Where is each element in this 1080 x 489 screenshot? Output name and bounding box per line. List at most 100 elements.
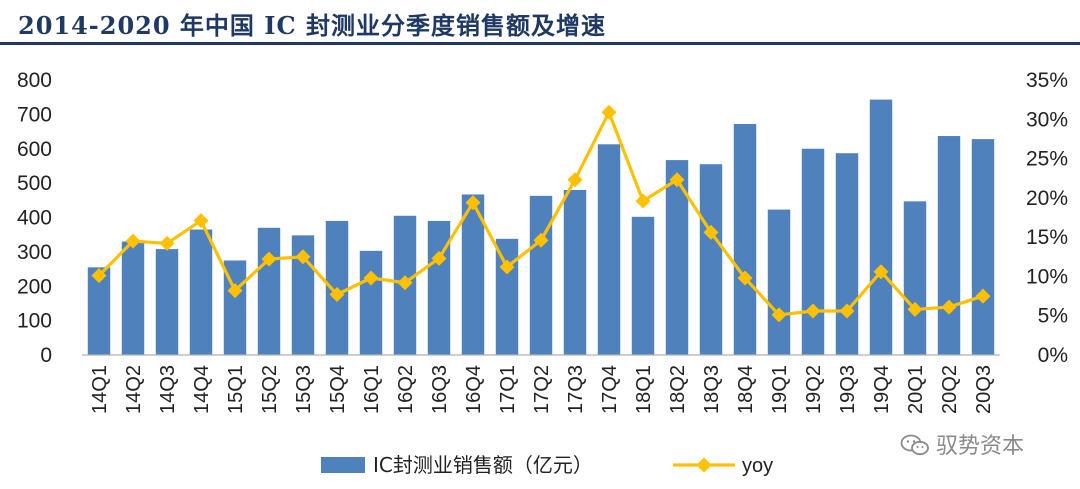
- x-tick-label: 17Q4: [599, 365, 621, 414]
- bar-16Q4: [461, 194, 485, 355]
- yoy-point-18Q1: [635, 193, 651, 209]
- bar-16Q3: [427, 220, 451, 355]
- legend-line-label: yoy: [742, 455, 773, 477]
- left-tick-label: 700: [17, 103, 52, 126]
- bar-15Q2: [257, 227, 281, 355]
- yoy-point-20Q2: [941, 299, 957, 315]
- yoy-point-16Q4: [465, 195, 481, 211]
- bar-19Q4: [869, 99, 893, 355]
- x-tick-label: 14Q1: [89, 365, 111, 414]
- yoy-point-18Q4: [737, 270, 753, 286]
- yoy-point-15Q3: [295, 249, 311, 265]
- left-tick-label: 400: [17, 207, 52, 230]
- left-tick-label: 300: [17, 241, 52, 264]
- bar-14Q4: [189, 229, 213, 355]
- x-tick-label: 14Q2: [123, 365, 145, 414]
- x-tick-label: 18Q1: [633, 365, 655, 414]
- x-tick-label: 16Q4: [463, 365, 485, 414]
- bar-14Q1: [87, 267, 111, 355]
- legend-bar-swatch: [321, 457, 365, 473]
- yoy-point-15Q4: [329, 287, 345, 302]
- yoy-point-17Q2: [533, 232, 549, 248]
- x-tick-label: 19Q1: [769, 365, 791, 414]
- bar-series: [87, 99, 995, 355]
- legend-bar-label: IC封测业销售额（亿元）: [373, 453, 593, 477]
- yoy-point-17Q3: [567, 172, 583, 188]
- x-tick-label: 18Q4: [735, 365, 757, 414]
- x-tick-label: 18Q3: [701, 365, 723, 414]
- right-axis: 0% 5% 10% 15% 20% 25% 30% 35%: [1026, 69, 1068, 367]
- bar-18Q2: [665, 160, 689, 355]
- x-tick-label: 20Q3: [973, 365, 995, 414]
- bar-14Q2: [121, 241, 145, 355]
- x-tick-label: 20Q2: [939, 365, 961, 414]
- x-tick-label: 20Q1: [905, 365, 927, 414]
- chart-title: 2014-2020 年中国 IC 封测业分季度销售额及增速: [18, 11, 606, 40]
- yoy-point-18Q2: [669, 172, 685, 188]
- yoy-point-15Q1: [227, 283, 243, 299]
- bar-16Q1: [359, 250, 383, 355]
- bar-18Q4: [733, 124, 757, 355]
- right-tick-label: 10%: [1026, 265, 1068, 288]
- bar-14Q3: [155, 249, 179, 355]
- right-tick-label: 15%: [1026, 226, 1068, 249]
- bar-19Q3: [835, 153, 859, 355]
- bar-17Q4: [597, 144, 621, 355]
- right-tick-label: 0%: [1038, 344, 1068, 367]
- yoy-point-18Q3: [703, 224, 719, 240]
- bar-18Q3: [699, 164, 723, 355]
- yoy-point-14Q3: [159, 235, 175, 251]
- left-tick-label: 500: [17, 172, 52, 195]
- x-axis: 14Q1 14Q2 14Q3 14Q4 15Q1 15Q2 15Q3 15Q4 16Q1 16Q2…: [82, 354, 1000, 414]
- title-underline: [0, 42, 1080, 45]
- x-tick-label: 14Q4: [191, 365, 213, 414]
- x-tick-label: 16Q1: [361, 365, 383, 414]
- x-tick-label: 16Q3: [429, 365, 451, 414]
- right-tick-label: 30%: [1026, 108, 1068, 131]
- yoy-point-19Q3: [839, 303, 855, 319]
- left-tick-label: 800: [17, 69, 52, 92]
- yoy-point-20Q3: [975, 288, 991, 304]
- bar-17Q2: [529, 195, 553, 355]
- yoy-point-17Q4: [601, 104, 617, 120]
- yoy-point-16Q3: [431, 250, 447, 266]
- x-tick-label: 17Q2: [531, 365, 553, 414]
- left-tick-label: 0: [40, 344, 52, 367]
- yoy-point-16Q2: [397, 275, 413, 291]
- yoy-point-20Q1: [907, 301, 923, 317]
- x-tick-label: 15Q3: [293, 365, 315, 414]
- x-tick-label: 15Q4: [327, 365, 349, 414]
- x-tick-label: 14Q3: [157, 365, 179, 414]
- right-tick-label: 20%: [1026, 187, 1068, 210]
- bar-20Q1: [903, 201, 927, 355]
- yoy-point-14Q1: [91, 268, 107, 284]
- bar-19Q1: [767, 209, 791, 355]
- watermark: 驭势资本: [900, 428, 1024, 460]
- right-tick-label: 25%: [1026, 148, 1068, 171]
- x-tick-label: 17Q3: [565, 365, 587, 414]
- yoy-series: [91, 104, 991, 323]
- left-axis: 0 100 200 300 400 500 600 700 800: [17, 69, 52, 367]
- left-tick-label: 200: [17, 275, 52, 298]
- x-tick-label: 15Q2: [259, 365, 281, 414]
- yoy-point-14Q2: [125, 233, 141, 249]
- yoy-point-19Q1: [771, 307, 787, 323]
- x-tick-label: 15Q1: [225, 365, 247, 414]
- left-tick-label: 100: [17, 310, 52, 333]
- right-tick-label: 5%: [1038, 305, 1068, 328]
- watermark-text: 驭势资本: [936, 434, 1025, 459]
- yoy-point-17Q1: [499, 259, 515, 275]
- x-tick-label: 19Q2: [803, 365, 825, 414]
- bar-17Q3: [563, 190, 587, 355]
- yoy-point-14Q4: [193, 213, 209, 229]
- x-tick-label: 19Q4: [871, 365, 893, 414]
- legend-line-marker: [696, 457, 712, 473]
- wechat-icon: [900, 434, 929, 456]
- bar-17Q1: [495, 238, 519, 355]
- x-tick-label: 19Q3: [837, 365, 859, 414]
- bar-20Q2: [937, 136, 961, 355]
- x-tick-label: 18Q2: [667, 365, 689, 414]
- bar-19Q2: [801, 148, 825, 355]
- x-tick-label: 16Q2: [395, 365, 417, 414]
